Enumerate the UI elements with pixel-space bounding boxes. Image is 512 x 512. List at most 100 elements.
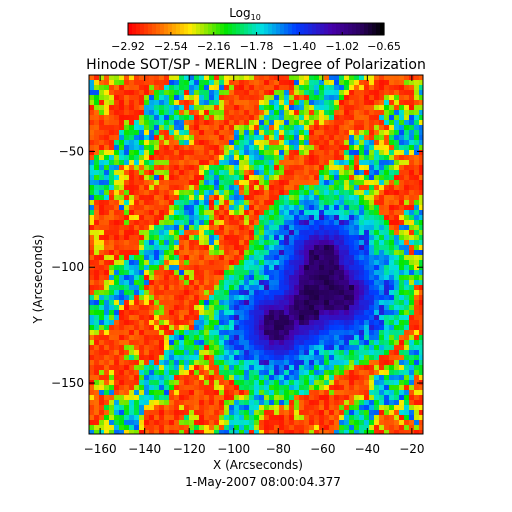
heatmap-cell	[319, 155, 324, 160]
heatmap-cell	[299, 415, 304, 420]
heatmap-cell	[419, 75, 423, 80]
heatmap-cell	[129, 305, 134, 310]
heatmap-cell	[384, 375, 389, 380]
heatmap-cell	[169, 250, 174, 255]
heatmap-cell	[279, 315, 284, 320]
heatmap-cell	[134, 225, 139, 230]
heatmap-cell	[364, 315, 369, 320]
heatmap-cell	[299, 245, 304, 250]
heatmap-cell	[169, 215, 174, 220]
heatmap-cell	[204, 100, 209, 105]
heatmap-cell	[329, 355, 334, 360]
heatmap-cell	[374, 75, 379, 80]
heatmap-cell	[129, 195, 134, 200]
heatmap-cell	[214, 280, 219, 285]
heatmap-cell	[229, 280, 234, 285]
heatmap-cell	[314, 100, 319, 105]
heatmap-cell	[134, 140, 139, 145]
heatmap-cell	[329, 170, 334, 175]
heatmap-cell	[204, 365, 209, 370]
heatmap-cell	[409, 160, 414, 165]
heatmap-cell	[309, 420, 314, 425]
heatmap-cell	[364, 120, 369, 125]
heatmap-cell	[379, 135, 384, 140]
heatmap-cell	[184, 105, 189, 110]
heatmap-cell	[199, 400, 204, 405]
heatmap-cell	[369, 280, 374, 285]
heatmap-cell	[369, 430, 374, 434]
heatmap-cell	[319, 125, 324, 130]
heatmap-cell	[194, 90, 199, 95]
colorbar-segment	[304, 23, 309, 35]
heatmap-cell	[339, 275, 344, 280]
heatmap-cell	[394, 220, 399, 225]
heatmap-cell	[384, 150, 389, 155]
heatmap-cell	[309, 350, 314, 355]
heatmap-cell	[144, 245, 149, 250]
timestamp-label: 1-May-2007 08:00:04.377	[185, 475, 341, 489]
heatmap-cell	[129, 365, 134, 370]
heatmap-cell	[144, 185, 149, 190]
heatmap-cell	[124, 365, 129, 370]
heatmap-cell	[349, 325, 354, 330]
heatmap-cell	[279, 245, 284, 250]
heatmap-cell	[304, 400, 309, 405]
heatmap-cell	[199, 145, 204, 150]
heatmap-cell	[94, 280, 99, 285]
heatmap-cell	[259, 375, 264, 380]
heatmap-cell	[154, 195, 159, 200]
heatmap-cell	[279, 390, 284, 395]
heatmap-cell	[149, 190, 154, 195]
heatmap-cell	[124, 395, 129, 400]
heatmap-cell	[394, 315, 399, 320]
heatmap-cell	[414, 320, 419, 325]
heatmap-cell	[239, 100, 244, 105]
heatmap-cell	[219, 345, 224, 350]
heatmap-cell	[184, 355, 189, 360]
heatmap-cell	[314, 295, 319, 300]
heatmap-cell	[404, 100, 409, 105]
heatmap-cell	[239, 145, 244, 150]
heatmap-cell	[269, 175, 274, 180]
heatmap-cell	[139, 160, 144, 165]
heatmap-cell	[114, 170, 119, 175]
heatmap-cell	[339, 385, 344, 390]
heatmap-cell	[369, 135, 374, 140]
heatmap-cell	[224, 210, 229, 215]
heatmap-cell	[214, 190, 219, 195]
heatmap-cell	[419, 175, 423, 180]
heatmap-cell	[409, 195, 414, 200]
heatmap-cell	[159, 270, 164, 275]
heatmap-cell	[319, 200, 324, 205]
heatmap-cell	[349, 360, 354, 365]
heatmap-cell	[379, 310, 384, 315]
heatmap-cell	[114, 185, 119, 190]
heatmap-cell	[294, 305, 299, 310]
heatmap-cell	[234, 85, 239, 90]
heatmap-cell	[114, 340, 119, 345]
heatmap-cell	[149, 120, 154, 125]
heatmap-cell	[304, 315, 309, 320]
heatmap-cell	[219, 195, 224, 200]
heatmap-cell	[119, 415, 124, 420]
heatmap-cell	[284, 165, 289, 170]
heatmap-cell	[194, 205, 199, 210]
heatmap-cell	[194, 190, 199, 195]
heatmap-cell	[149, 375, 154, 380]
heatmap-cell	[189, 275, 194, 280]
heatmap-cell	[369, 425, 374, 430]
heatmap-cell	[254, 75, 259, 80]
heatmap-cell	[174, 285, 179, 290]
heatmap-cell	[299, 215, 304, 220]
heatmap-cell	[299, 300, 304, 305]
heatmap-cell	[124, 340, 129, 345]
heatmap-cell	[139, 400, 144, 405]
heatmap-cell	[174, 340, 179, 345]
heatmap-cell	[299, 130, 304, 135]
heatmap-cell	[164, 155, 169, 160]
heatmap-cell	[399, 115, 404, 120]
heatmap-cell	[414, 80, 419, 85]
heatmap-cell	[369, 310, 374, 315]
heatmap-cell	[114, 140, 119, 145]
heatmap-cell	[89, 305, 94, 310]
